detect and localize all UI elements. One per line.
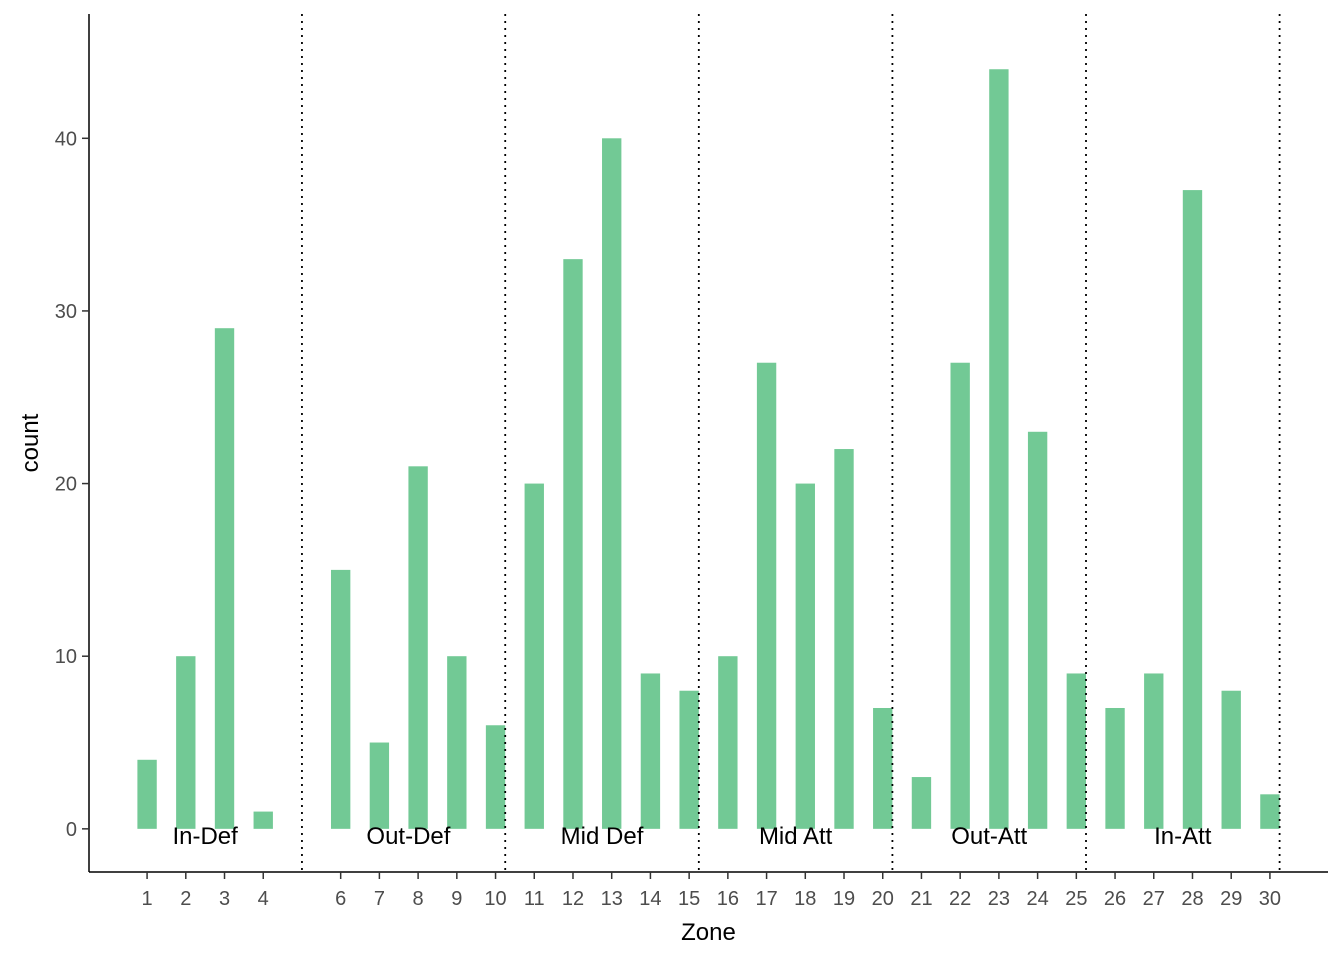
x-tick-label: 2 (180, 888, 191, 910)
bar-zone-19 (834, 449, 854, 829)
x-tick-label: 1 (142, 888, 153, 910)
zone-label-5: Out-Att (951, 823, 1027, 850)
bar-zone-16 (718, 656, 738, 829)
x-tick-label: 24 (1026, 888, 1048, 910)
bars-layer (137, 69, 1280, 829)
bar-zone-30 (1260, 794, 1280, 829)
y-tick-label: 20 (55, 474, 77, 496)
zone-separators (301, 14, 1281, 872)
bar-zone-9 (447, 656, 467, 829)
y-tick-label: 40 (55, 128, 77, 150)
x-tick-label: 4 (258, 888, 269, 910)
zone-label-3: Mid Def (561, 823, 644, 850)
bar-zone-12 (563, 259, 583, 829)
y-axis-title: count (17, 413, 44, 472)
x-tick-label: 30 (1259, 888, 1281, 910)
x-tick-label: 10 (484, 888, 506, 910)
zone-label-4: Mid Att (759, 823, 833, 850)
zone-label-6: In-Att (1154, 823, 1212, 850)
bar-zone-7 (369, 742, 390, 829)
bar-zone-24 (1027, 431, 1048, 829)
x-tick-label: 26 (1104, 888, 1126, 910)
x-tick-label: 19 (833, 888, 855, 910)
bar-zone-20 (873, 707, 893, 829)
x-tick-label: 27 (1143, 888, 1165, 910)
x-tick-label: 22 (949, 888, 971, 910)
y-tick-label: 30 (55, 301, 77, 323)
bar-zone-25 (1066, 673, 1087, 829)
x-tick-label: 7 (374, 888, 385, 910)
y-tick-label: 10 (55, 646, 77, 668)
bar-zone-26 (1105, 707, 1125, 829)
x-tick-label: 28 (1181, 888, 1203, 910)
bar-zone-27 (1144, 673, 1164, 829)
bar-zone-13 (602, 138, 622, 829)
x-tick-label: 9 (451, 888, 462, 910)
x-axis-ticks: 1 2 3 4 6 7 8 9 10 11 12 13 14 15 16 17 18 19 20 21 22 23 24 25… (142, 872, 1281, 910)
bar-zone-15 (679, 690, 699, 829)
bar-zone-4 (253, 811, 273, 829)
x-tick-label: 20 (872, 888, 894, 910)
zone-label-1: In-Def (172, 823, 238, 850)
x-tick-label: 14 (639, 888, 661, 910)
bar-zone-21 (911, 777, 932, 829)
x-tick-label: 13 (601, 888, 623, 910)
x-tick-label: 29 (1220, 888, 1242, 910)
x-tick-label: 15 (678, 888, 700, 910)
x-tick-label: 25 (1065, 888, 1087, 910)
bar-zone-10 (485, 725, 506, 829)
zone-label-2: Out-Def (366, 823, 450, 850)
bar-zone-29 (1221, 690, 1241, 829)
x-tick-label: 16 (717, 888, 739, 910)
x-tick-label: 12 (562, 888, 584, 910)
x-tick-label: 6 (335, 888, 346, 910)
y-tick-label: 0 (66, 819, 77, 841)
bar-zone-14 (640, 673, 661, 829)
bar-zone-18 (795, 483, 815, 829)
bar-zone-28 (1182, 190, 1203, 829)
x-tick-label: 8 (413, 888, 424, 910)
x-tick-label: 18 (794, 888, 816, 910)
bar-zone-22 (950, 362, 970, 829)
y-axis-ticks: 0 10 20 30 40 (55, 128, 89, 841)
bar-zone-1 (137, 759, 157, 829)
x-tick-label: 23 (988, 888, 1010, 910)
zone-labels: In-Def Out-Def Mid Def Mid Att Out-Att In-Att (172, 823, 1211, 850)
x-tick-label: 3 (219, 888, 230, 910)
x-axis-title: Zone (681, 919, 736, 946)
x-tick-label: 11 (524, 888, 545, 910)
bar-zone-11 (524, 483, 544, 829)
bar-zone-17 (756, 362, 777, 829)
bar-zone-23 (989, 69, 1009, 829)
bar-zone-8 (408, 466, 428, 829)
bar-zone-6 (330, 569, 351, 829)
x-tick-label: 21 (910, 888, 932, 910)
bar-zone-3 (214, 328, 235, 829)
bar-zone-2 (176, 656, 196, 829)
x-tick-label: 17 (755, 888, 777, 910)
